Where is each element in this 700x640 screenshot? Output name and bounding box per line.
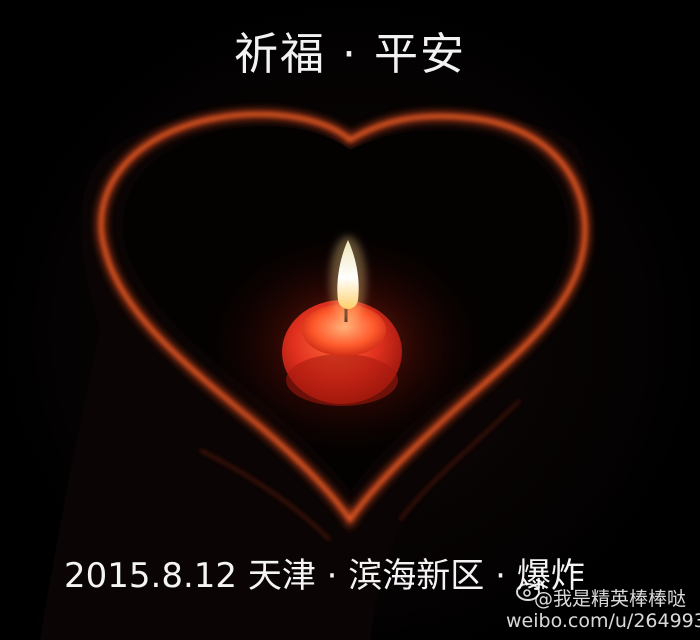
watermark-url: weibo.com/u/2649939501 — [506, 610, 700, 632]
date-location-caption: 2015.8.12 天津 · 滨海新区 · 爆炸 — [64, 556, 585, 596]
flame — [337, 240, 359, 309]
weibo-watermark: @我是精英棒棒哒 weibo.com/u/2649939501 — [506, 576, 700, 634]
finger-contour — [398, 398, 522, 521]
heart-rim — [99, 112, 587, 523]
watermark-handle: @我是精英棒棒哒 — [534, 588, 687, 610]
weibo-logo-icon — [516, 579, 545, 601]
finger-contour — [199, 448, 332, 542]
title-text: 祈福 · 平安 — [234, 29, 466, 80]
melted-wax-pool — [302, 304, 386, 356]
candle-base — [286, 354, 398, 406]
